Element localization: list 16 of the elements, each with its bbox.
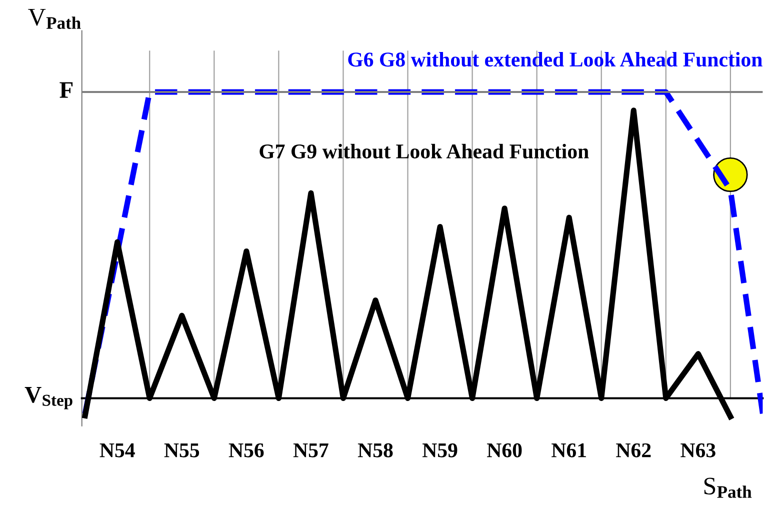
series-label: G7 G9 without Look Ahead Function (260, 144, 589, 159)
x-tick-label: N61 (552, 443, 586, 458)
x-tick-label: N63 (680, 443, 716, 458)
x-tick-label: N57 (293, 443, 328, 458)
x-tick-label: N59 (422, 443, 458, 458)
x-tick-label: N54 (100, 443, 135, 458)
x-tick-label: N58 (358, 443, 393, 458)
series-label: G6 G8 without extended Look Ahead Function (348, 52, 762, 67)
x-tick-label: N56 (228, 443, 264, 458)
ref-line-label: F (60, 82, 73, 98)
x-tick-label: N62 (616, 443, 651, 458)
x-tick-label: N60 (487, 443, 522, 458)
x-axis-title: S$_{Path}$ (704, 478, 752, 498)
text: V$_{Step}$ (24, 387, 72, 410)
y-axis-title: V$_{Path}$ (28, 8, 81, 29)
x-tick-label: N55 (164, 443, 200, 458)
